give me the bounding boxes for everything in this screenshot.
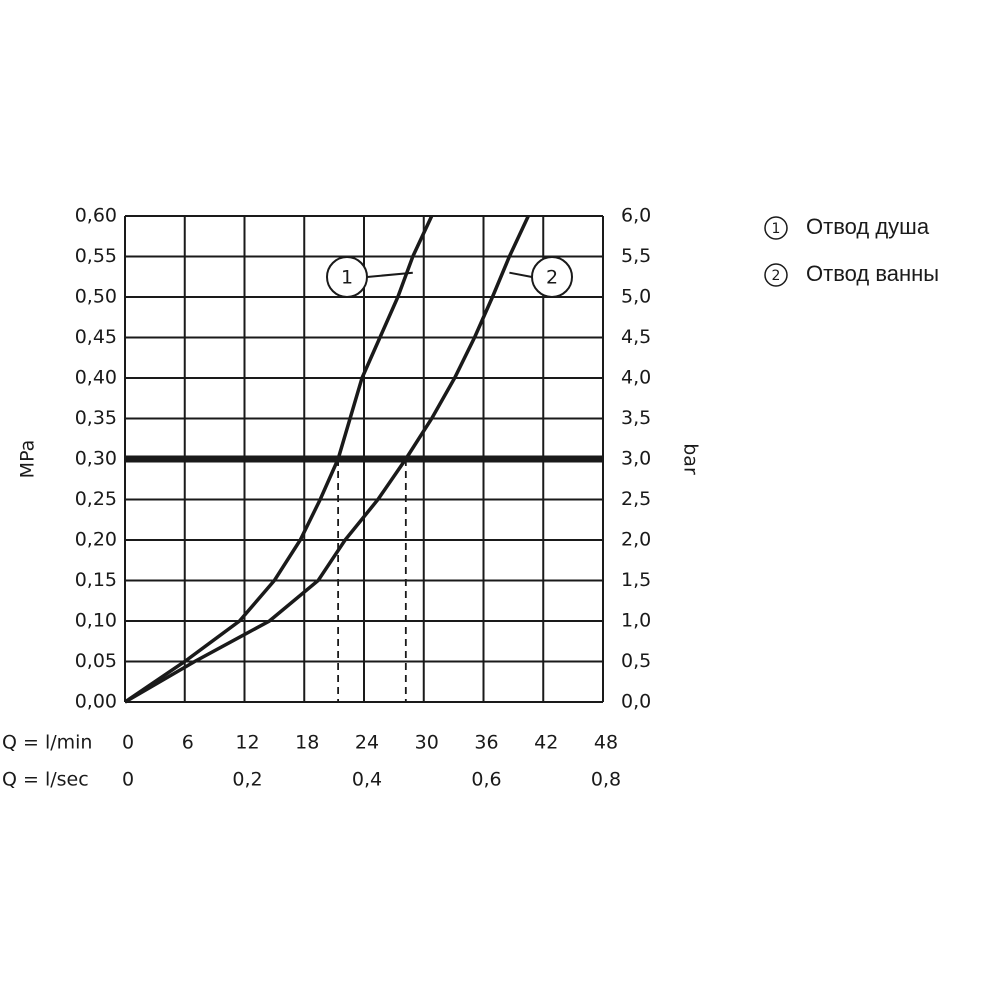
y-tick-label: 0,45 bbox=[75, 326, 117, 348]
legend-text: Отвод ванны bbox=[806, 261, 939, 286]
x2-tick-label: 0,8 bbox=[591, 769, 621, 791]
x2-tick-label: 0 bbox=[122, 769, 134, 791]
y-tick-label: 0,60 bbox=[75, 205, 117, 227]
y2-tick-label: 2,5 bbox=[621, 488, 651, 510]
y2-tick-label: 0,5 bbox=[621, 650, 651, 672]
y2-tick-label: 5,5 bbox=[621, 245, 651, 267]
x2-tick-label: 0,6 bbox=[471, 769, 501, 791]
x2-tick-label: 0,2 bbox=[232, 769, 262, 791]
curve bbox=[124, 215, 530, 704]
y2-tick-label: 3,0 bbox=[621, 448, 651, 470]
x2-tick-label: 0,4 bbox=[352, 769, 382, 791]
y-tick-label: 0,30 bbox=[75, 448, 117, 470]
legend-marker bbox=[764, 216, 788, 240]
y-tick-label: 0,35 bbox=[75, 407, 117, 429]
legend-marker bbox=[764, 263, 788, 287]
y-tick-label: 0,50 bbox=[75, 286, 117, 308]
y-tick-label: 0,55 bbox=[75, 245, 117, 267]
y-tick-label: 0,25 bbox=[75, 488, 117, 510]
y2-tick-label: 5,0 bbox=[621, 286, 651, 308]
label-leader bbox=[509, 271, 533, 278]
x-tick-label: 24 bbox=[355, 732, 379, 754]
y2-tick-label: 4,5 bbox=[621, 326, 651, 348]
y2-tick-label: 3,5 bbox=[621, 407, 651, 429]
legend-marker-label: 2 bbox=[772, 268, 781, 284]
x-axis-label: Q = l/min bbox=[2, 732, 92, 754]
y-tick-label: 0,00 bbox=[75, 691, 117, 713]
legend-text: Отвод душа bbox=[806, 214, 930, 239]
label-circle bbox=[531, 256, 573, 298]
y-tick-label: 0,05 bbox=[75, 650, 117, 672]
x-tick-label: 18 bbox=[295, 732, 319, 754]
legend-marker-label: 1 bbox=[772, 221, 781, 237]
y2-tick-label: 6,0 bbox=[621, 205, 651, 227]
x-tick-label: 6 bbox=[182, 732, 194, 754]
x-tick-label: 0 bbox=[122, 732, 134, 754]
y-tick-label: 0,40 bbox=[75, 367, 117, 389]
x-tick-label: 30 bbox=[415, 732, 439, 754]
y-tick-label: 0,20 bbox=[75, 529, 117, 551]
curve-label: 2 bbox=[546, 267, 558, 289]
x-tick-label: 36 bbox=[474, 732, 498, 754]
x-tick-label: 48 bbox=[594, 732, 618, 754]
label-circle bbox=[326, 256, 368, 298]
y2-tick-label: 1,5 bbox=[621, 569, 651, 591]
y-tick-label: 0,15 bbox=[75, 569, 117, 591]
y-axis-label: MPa bbox=[17, 440, 39, 479]
x2-axis-label: Q = l/sec bbox=[2, 769, 89, 791]
curve-label: 1 bbox=[341, 267, 353, 289]
x-tick-label: 42 bbox=[534, 732, 558, 754]
y2-tick-label: 2,0 bbox=[621, 529, 651, 551]
y2-tick-label: 1,0 bbox=[621, 610, 651, 632]
y2-tick-label: 0,0 bbox=[621, 691, 651, 713]
x-tick-label: 12 bbox=[235, 732, 259, 754]
label-leader bbox=[366, 271, 413, 278]
y2-axis-label: bar bbox=[680, 443, 702, 475]
curve bbox=[124, 215, 434, 704]
y-tick-label: 0,10 bbox=[75, 610, 117, 632]
y2-tick-label: 4,0 bbox=[621, 367, 651, 389]
